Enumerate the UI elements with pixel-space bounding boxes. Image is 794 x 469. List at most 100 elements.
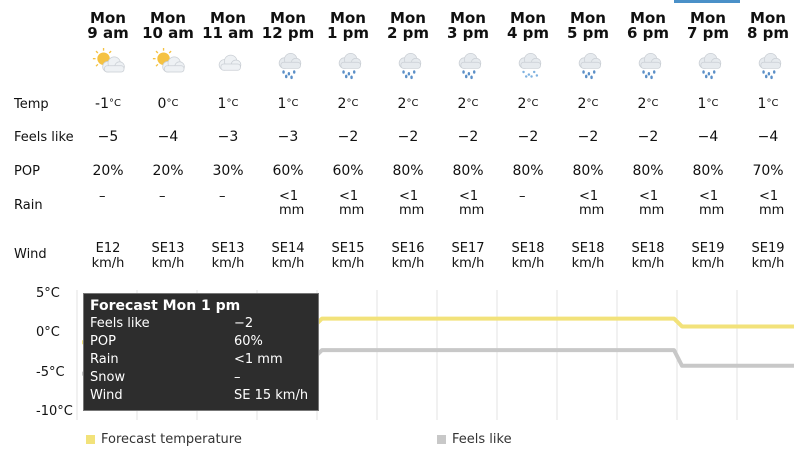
rain-cell-line2: mm bbox=[699, 203, 725, 218]
rain-cloud-icon bbox=[758, 52, 782, 80]
temp-cell: 0°C bbox=[138, 97, 198, 112]
wind-cell-speed: SE13 bbox=[151, 241, 185, 256]
column-day: Mon bbox=[750, 9, 786, 27]
rain-cell-line1: <1 bbox=[639, 189, 659, 204]
hour-column[interactable]: Mon 11 am 1°C −3 30% – SE13 km/h bbox=[198, 0, 258, 280]
tooltip-row: POP 60% bbox=[90, 333, 318, 351]
hour-column[interactable]: Mon 12 pm 1°C −3 60% <1 mm SE14 km/h bbox=[258, 0, 318, 280]
hour-column[interactable]: Mon 4 pm 2°C −2 80% – SE18 km/h bbox=[498, 0, 558, 280]
hour-column[interactable]: Mon 7 pm 1°C −4 80% <1 mm SE19 km/h bbox=[678, 0, 738, 280]
rain-cell-line2: mm bbox=[639, 203, 665, 218]
wind-cell-unit: km/h bbox=[271, 256, 305, 271]
wind-cell-unit: km/h bbox=[451, 256, 485, 271]
rain-cloud-icon bbox=[458, 52, 482, 80]
column-time: 12 pm bbox=[261, 24, 315, 42]
pop-cell: 20% bbox=[152, 163, 184, 179]
deg-unit: °C bbox=[406, 98, 419, 109]
pop-cell: 80% bbox=[452, 163, 484, 179]
wind-cell-unit: km/h bbox=[751, 256, 785, 271]
pop-cell: 80% bbox=[632, 163, 664, 179]
hour-column[interactable]: Mon 6 pm 2°C −2 80% <1 mm SE18 km/h bbox=[618, 0, 678, 280]
column-time: 11 am bbox=[202, 24, 254, 42]
tooltip-value: – bbox=[234, 370, 241, 385]
pop-cell: 60% bbox=[272, 163, 304, 179]
temp-value: -1 bbox=[95, 96, 109, 112]
tooltip-title: Forecast Mon 1 pm bbox=[90, 298, 241, 314]
column-time: 6 pm bbox=[626, 24, 670, 42]
wind-cell-unit: km/h bbox=[211, 256, 245, 271]
feels-like-cell: −2 bbox=[337, 129, 359, 145]
legend-label: Forecast temperature bbox=[101, 432, 242, 447]
column-day: Mon bbox=[90, 9, 126, 27]
sun-cloud-icon bbox=[152, 48, 185, 73]
pop-cell: 30% bbox=[212, 163, 244, 179]
tooltip-value: <1 mm bbox=[234, 352, 283, 367]
feels-like-cell: −4 bbox=[697, 129, 719, 145]
rain-cell-line1: <1 bbox=[279, 189, 299, 204]
rain-cloud-icon bbox=[398, 52, 422, 80]
rain-cloud-icon bbox=[638, 52, 662, 80]
wind-cell-unit: km/h bbox=[571, 256, 605, 271]
tooltip-row: Feels like −2 bbox=[90, 315, 318, 333]
temp-value: 1 bbox=[757, 96, 767, 112]
pop-cell: 80% bbox=[692, 163, 724, 179]
row-label-pop: POP bbox=[14, 164, 40, 179]
temp-value: 1 bbox=[697, 96, 707, 112]
rain-cloud-icon bbox=[278, 52, 302, 80]
tooltip-row: Rain <1 mm bbox=[90, 351, 318, 369]
wind-cell-speed: E12 bbox=[95, 241, 121, 256]
rain-cell-line1: <1 bbox=[579, 189, 599, 204]
tooltip-value: −2 bbox=[234, 316, 254, 331]
legend-feels-like[interactable]: Feels like bbox=[437, 432, 512, 447]
hour-column[interactable]: Mon 3 pm 2°C −2 80% <1 mm SE17 km/h bbox=[438, 0, 498, 280]
rain-cell-line2: mm bbox=[339, 203, 365, 218]
temp-value: 2 bbox=[337, 96, 347, 112]
legend-swatch-feels-like bbox=[437, 435, 446, 444]
selected-column-indicator bbox=[674, 0, 740, 3]
rain-cell-line1: <1 bbox=[399, 189, 419, 204]
temp-value: 2 bbox=[517, 96, 527, 112]
deg-unit: °C bbox=[466, 98, 479, 109]
temp-value: 2 bbox=[577, 96, 587, 112]
hour-column[interactable]: Mon 8 pm 1°C −4 70% <1 mm SE19 km/h bbox=[738, 0, 794, 280]
rain-cloud-icon bbox=[338, 52, 362, 80]
wind-cell-unit: km/h bbox=[331, 256, 365, 271]
wind-cell-unit: km/h bbox=[691, 256, 725, 271]
row-label-rain: Rain bbox=[14, 198, 43, 213]
deg-unit: °C bbox=[286, 98, 299, 109]
temp-cell: 2°C bbox=[438, 97, 498, 112]
rain-cell-line2: mm bbox=[579, 203, 605, 218]
tooltip-key: Feels like bbox=[90, 316, 150, 331]
y-tick-label: -5°C bbox=[36, 364, 65, 380]
legend-swatch-temperature bbox=[86, 435, 95, 444]
pop-cell: 70% bbox=[752, 163, 784, 179]
rain-cloud-icon bbox=[578, 52, 602, 80]
column-day: Mon bbox=[150, 9, 186, 27]
wind-cell-speed: SE16 bbox=[391, 241, 425, 256]
column-time: 10 am bbox=[142, 24, 194, 42]
wind-cell-unit: km/h bbox=[91, 256, 125, 271]
wind-cell-speed: SE19 bbox=[691, 241, 725, 256]
temp-value: 2 bbox=[637, 96, 647, 112]
deg-unit: °C bbox=[766, 98, 779, 109]
wind-cell-unit: km/h bbox=[511, 256, 545, 271]
column-day: Mon bbox=[510, 9, 546, 27]
hour-column[interactable]: Mon 10 am 0°C −4 20% – SE13 km/h bbox=[138, 0, 198, 280]
deg-unit: °C bbox=[646, 98, 659, 109]
row-label-feels-like: Feels like bbox=[14, 130, 74, 145]
tooltip-key: Snow bbox=[90, 370, 126, 385]
hour-column[interactable]: Mon 9 am -1°C −5 20% – E12 km/h bbox=[78, 0, 138, 280]
column-time: 8 pm bbox=[746, 24, 790, 42]
feels-like-cell: −3 bbox=[277, 129, 299, 145]
hour-column[interactable]: Mon 5 pm 2°C −2 80% <1 mm SE18 km/h bbox=[558, 0, 618, 280]
wind-cell-speed: SE13 bbox=[211, 241, 245, 256]
feels-like-cell: −2 bbox=[517, 129, 539, 145]
temp-cell: 1°C bbox=[678, 97, 738, 112]
hour-column[interactable]: Mon 2 pm 2°C −2 80% <1 mm SE16 km/h bbox=[378, 0, 438, 280]
legend-forecast-temperature[interactable]: Forecast temperature bbox=[86, 432, 242, 447]
temp-cell: 2°C bbox=[618, 97, 678, 112]
rain-cell-line2: mm bbox=[459, 203, 485, 218]
hour-column[interactable]: Mon 1 pm 2°C −2 60% <1 mm SE15 km/h bbox=[318, 0, 378, 280]
column-time: 4 pm bbox=[506, 24, 550, 42]
wind-cell-speed: SE19 bbox=[751, 241, 785, 256]
